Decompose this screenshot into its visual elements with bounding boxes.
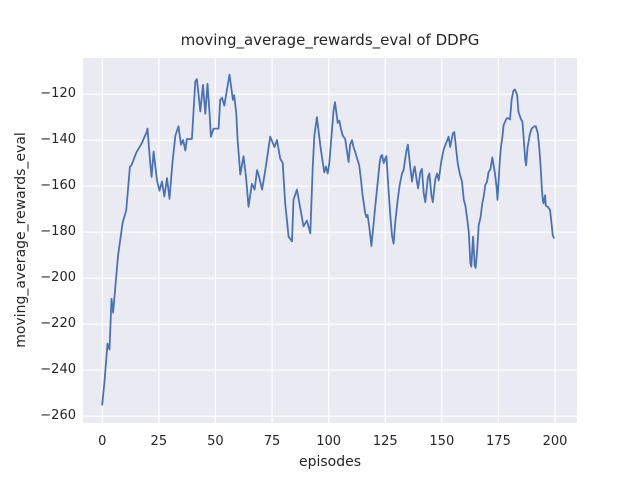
axes-background	[83, 58, 577, 423]
x-tick-label: 0	[98, 434, 107, 449]
x-tick-label: 175	[486, 434, 511, 449]
data-line	[101, 73, 555, 406]
x-tick-label: 75	[263, 434, 281, 449]
y-tick-label: −120	[40, 86, 76, 102]
y-tick-label: −220	[40, 316, 76, 332]
x-tick-label: 100	[316, 434, 342, 449]
y-tick-label: −200	[40, 270, 76, 286]
x-tick-label: 125	[372, 434, 398, 449]
x-tick-label: 50	[207, 434, 224, 449]
chart-title: moving_average_rewards_eval of DDPG	[180, 31, 480, 49]
y-tick-label: −240	[40, 362, 76, 378]
x-axis-label: episodes	[298, 454, 362, 470]
x-tick-label: 25	[150, 434, 168, 449]
y-tick-label: −180	[40, 224, 76, 240]
y-tick-label: −160	[40, 178, 76, 194]
y-tick-label: −260	[40, 408, 76, 424]
y-tick-label: −140	[40, 132, 76, 148]
x-tick-label: 200	[542, 434, 568, 449]
x-tick-label: 150	[429, 434, 455, 449]
